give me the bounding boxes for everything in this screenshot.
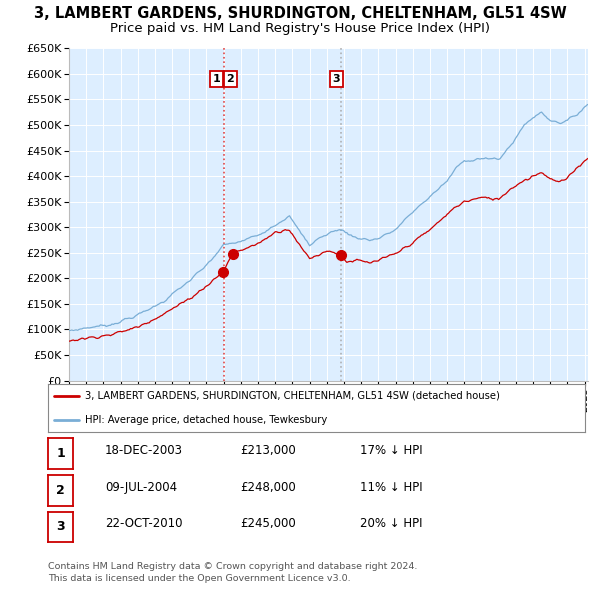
Text: 2: 2 [56,484,65,497]
Text: 2: 2 [226,74,234,84]
Text: £248,000: £248,000 [240,481,296,494]
Text: Price paid vs. HM Land Registry's House Price Index (HPI): Price paid vs. HM Land Registry's House … [110,22,490,35]
Text: 20% ↓ HPI: 20% ↓ HPI [360,517,422,530]
Text: Contains HM Land Registry data © Crown copyright and database right 2024.: Contains HM Land Registry data © Crown c… [48,562,418,571]
Text: 3: 3 [56,520,65,533]
Text: 3: 3 [332,74,340,84]
Text: This data is licensed under the Open Government Licence v3.0.: This data is licensed under the Open Gov… [48,573,350,583]
Text: £213,000: £213,000 [240,444,296,457]
Text: 11% ↓ HPI: 11% ↓ HPI [360,481,422,494]
Text: £245,000: £245,000 [240,517,296,530]
Text: 3, LAMBERT GARDENS, SHURDINGTON, CHELTENHAM, GL51 4SW (detached house): 3, LAMBERT GARDENS, SHURDINGTON, CHELTEN… [85,391,499,401]
Text: 1: 1 [213,74,221,84]
Text: 18-DEC-2003: 18-DEC-2003 [105,444,183,457]
Text: 1: 1 [56,447,65,460]
Text: 3, LAMBERT GARDENS, SHURDINGTON, CHELTENHAM, GL51 4SW: 3, LAMBERT GARDENS, SHURDINGTON, CHELTEN… [34,6,566,21]
Text: 17% ↓ HPI: 17% ↓ HPI [360,444,422,457]
Text: 09-JUL-2004: 09-JUL-2004 [105,481,177,494]
Text: 22-OCT-2010: 22-OCT-2010 [105,517,182,530]
Text: HPI: Average price, detached house, Tewkesbury: HPI: Average price, detached house, Tewk… [85,415,327,425]
